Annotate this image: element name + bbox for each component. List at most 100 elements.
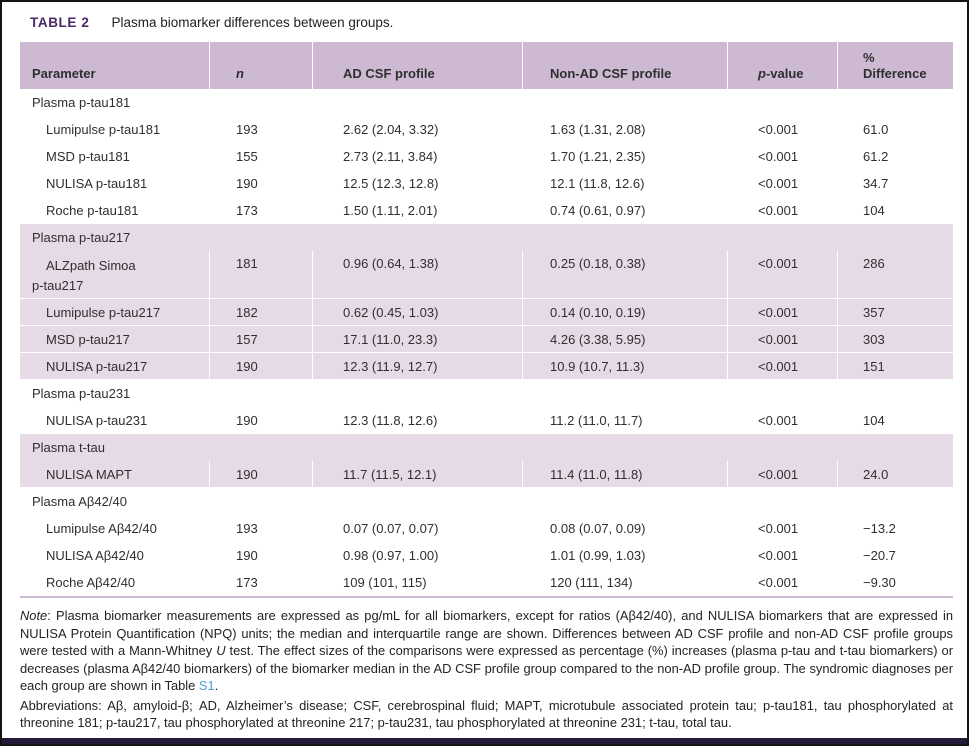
n-cell: 173: [209, 197, 312, 224]
section-header-row: Plasma p-tau181: [20, 89, 953, 116]
non-ad-csf-cell: 0.74 (0.61, 0.97): [522, 197, 727, 224]
n-cell: 173: [209, 569, 312, 596]
column-header-p-value: p -value: [727, 42, 837, 89]
table-row: Roche Aβ42/40 173 109 (101, 115) 120 (111, …: [20, 569, 953, 596]
param-cell: Roche p-tau181: [20, 197, 209, 224]
diff-cell: 24.0: [837, 461, 953, 488]
param-cell: NULISA p-tau181: [20, 170, 209, 197]
non-ad-csf-cell: 11.4 (11.0, 11.8): [522, 461, 727, 488]
column-header-ad-csf: AD CSF profile: [312, 42, 522, 89]
param-cell: Roche Aβ42/40: [20, 569, 209, 596]
section-header-row: Plasma Aβ42/40: [20, 488, 953, 515]
table-row: Roche p-tau181 173 1.50 (1.11, 2.01) 0.74 (…: [20, 197, 953, 224]
biomarker-table: Parameter n AD CSF profile Non-AD CSF profi…: [20, 42, 953, 596]
param-cell: NULISA Aβ42/40: [20, 542, 209, 569]
table-header-row: Parameter n AD CSF profile Non-AD CSF profi…: [20, 42, 953, 89]
n-cell: 157: [209, 326, 312, 353]
abbreviations-text: Abbreviations: Aβ, amyloid-β; AD, Alzhei…: [20, 697, 953, 731]
non-ad-csf-cell: 1.01 (0.99, 1.03): [522, 542, 727, 569]
non-ad-csf-cell: 12.1 (11.8, 12.6): [522, 170, 727, 197]
column-header-label: % Difference: [863, 49, 927, 81]
ad-csf-cell: 12.3 (11.8, 12.6): [312, 407, 522, 434]
p-value-cell: <0.001: [727, 542, 837, 569]
section-header-row: Plasma p-tau217: [20, 224, 953, 251]
table-row: NULISA p-tau231 190 12.3 (11.8, 12.6) 11.2 …: [20, 407, 953, 434]
table-row: NULISA p-tau181 190 12.5 (12.3, 12.8) 12.1 …: [20, 170, 953, 197]
diff-cell: −13.2: [837, 515, 953, 542]
n-cell: 193: [209, 116, 312, 143]
ad-csf-cell: 12.5 (12.3, 12.8): [312, 170, 522, 197]
param-cell: MSD p-tau181: [20, 143, 209, 170]
ad-csf-cell: 2.62 (2.04, 3.32): [312, 116, 522, 143]
diff-cell: 104: [837, 407, 953, 434]
table-row: Lumipulse p-tau181 193 2.62 (2.04, 3.32) 1.…: [20, 116, 953, 143]
note-label: Note: [20, 608, 48, 623]
column-header-label: n: [236, 65, 244, 81]
diff-cell: 104: [837, 197, 953, 224]
param-cell: NULISA p-tau217: [20, 353, 209, 380]
n-cell: 190: [209, 542, 312, 569]
column-header-italic-part: p: [758, 65, 766, 81]
ad-csf-cell: 0.62 (0.45, 1.03): [312, 299, 522, 326]
p-value-cell: <0.001: [727, 197, 837, 224]
table-row: MSD p-tau217 157 17.1 (11.0, 23.3) 4.26 (3.…: [20, 326, 953, 353]
column-header-label: Parameter: [32, 65, 96, 81]
diff-cell: 61.2: [837, 143, 953, 170]
ad-csf-cell: 0.96 (0.64, 1.38): [312, 251, 522, 299]
n-cell: 190: [209, 170, 312, 197]
non-ad-csf-cell: 11.2 (11.0, 11.7): [522, 407, 727, 434]
table-bottom-rule: [20, 596, 953, 598]
ad-csf-cell: 12.3 (11.9, 12.7): [312, 353, 522, 380]
p-value-cell: <0.001: [727, 461, 837, 488]
section-header-row: Plasma t-tau: [20, 434, 953, 461]
section-header-row: Plasma p-tau231: [20, 380, 953, 407]
n-cell: 190: [209, 353, 312, 380]
param-cell: ALZpath Simoa p-tau217: [20, 251, 209, 299]
table-row: MSD p-tau181 155 2.73 (2.11, 3.84) 1.70 (1.…: [20, 143, 953, 170]
n-cell: 193: [209, 515, 312, 542]
non-ad-csf-cell: 1.63 (1.31, 2.08): [522, 116, 727, 143]
ad-csf-cell: 109 (101, 115): [312, 569, 522, 596]
table-row: NULISA MAPT 190 11.7 (11.5, 12.1) 11.4 (11.…: [20, 461, 953, 488]
column-header-rest-part: -value: [765, 65, 804, 81]
param-cell: MSD p-tau217: [20, 326, 209, 353]
table-s1-link[interactable]: S1: [198, 678, 215, 694]
note-text-1: : Plasma biomarker measurements are expr…: [20, 608, 953, 659]
ad-csf-cell: 11.7 (11.5, 12.1): [312, 461, 522, 488]
p-value-cell: <0.001: [727, 170, 837, 197]
param-cell: NULISA p-tau231: [20, 407, 209, 434]
table-row: NULISA p-tau217 190 12.3 (11.9, 12.7) 10.9 …: [20, 353, 953, 380]
n-cell: 190: [209, 407, 312, 434]
section-header-label: Plasma Aβ42/40: [32, 494, 127, 509]
non-ad-csf-cell: 1.70 (1.21, 2.35): [522, 143, 727, 170]
diff-cell: 34.7: [837, 170, 953, 197]
ad-csf-cell: 0.07 (0.07, 0.07): [312, 515, 522, 542]
table-caption-text: Plasma biomarker differences between gro…: [111, 15, 394, 30]
section-header-label: Plasma p-tau217: [32, 230, 131, 245]
p-value-cell: <0.001: [727, 353, 837, 380]
table-caption: TABLE 2 Plasma biomarker differences bet…: [30, 15, 967, 30]
p-value-cell: <0.001: [727, 515, 837, 542]
n-cell: 155: [209, 143, 312, 170]
column-header-parameter: Parameter: [20, 42, 209, 89]
column-header-non-ad-csf: Non-AD CSF profile: [522, 42, 727, 89]
n-cell: 181: [209, 251, 312, 299]
n-cell: 182: [209, 299, 312, 326]
diff-cell: 61.0: [837, 116, 953, 143]
table-row: Lumipulse p-tau217 182 0.62 (0.45, 1.03) 0.…: [20, 299, 953, 326]
diff-cell: 357: [837, 299, 953, 326]
ad-csf-cell: 1.50 (1.11, 2.01): [312, 197, 522, 224]
ad-csf-cell: 2.73 (2.11, 3.84): [312, 143, 522, 170]
p-value-cell: <0.001: [727, 407, 837, 434]
param-cell: Lumipulse Aβ42/40: [20, 515, 209, 542]
column-header-label: Non-AD CSF profile: [550, 65, 672, 81]
diff-cell: 151: [837, 353, 953, 380]
p-value-cell: <0.001: [727, 143, 837, 170]
column-header-diff: % Difference: [837, 42, 953, 89]
param-cell: Lumipulse p-tau217: [20, 299, 209, 326]
column-header-label: AD CSF profile: [343, 65, 435, 81]
non-ad-csf-cell: 0.08 (0.07, 0.09): [522, 515, 727, 542]
non-ad-csf-cell: 120 (111, 134): [522, 569, 727, 596]
section-header-label: Plasma p-tau181: [32, 95, 131, 110]
